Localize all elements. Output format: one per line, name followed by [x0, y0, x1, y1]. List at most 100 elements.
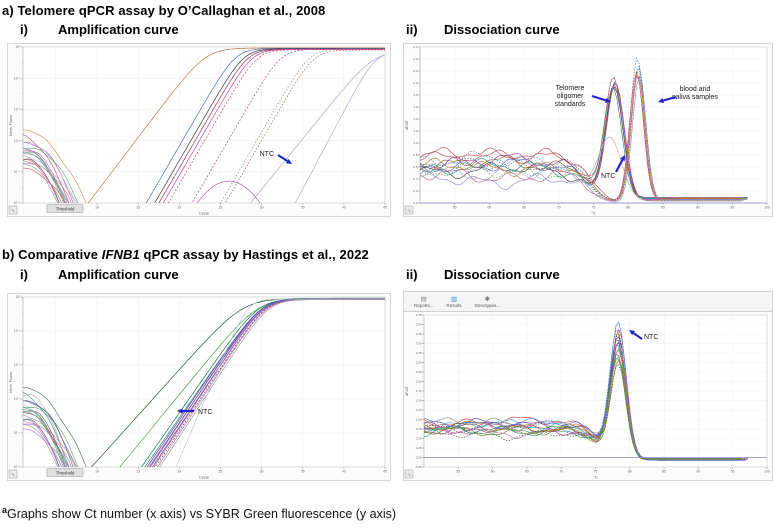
toolbar-button-reports-label: Reports...	[414, 302, 434, 308]
footnote-text: Graphs show Ct number (x axis) vs SYBR G…	[7, 507, 397, 522]
panel-b-i-number: i)	[20, 267, 28, 282]
panel-b-ii-label: Dissociation curve	[444, 267, 560, 282]
threshold-button[interactable]: Threshold	[46, 468, 84, 477]
chart-a-dissociation: 55 60 65 70 75 80 85 90 95 100 0.0 0.2 0.4 0.6 0.8 1.0 1…	[403, 43, 773, 217]
svg-text:40: 40	[342, 469, 346, 473]
panel-b-i-heading: i) Amplification curve	[20, 267, 179, 282]
plot-corner-icon: ∿	[8, 205, 18, 215]
svg-text:10⁻³: 10⁻³	[14, 397, 21, 401]
svg-text:100: 100	[764, 469, 770, 473]
svg-text:0.8: 0.8	[413, 153, 418, 157]
svg-text:Threshold: Threshold	[56, 206, 75, 211]
threshold-button[interactable]: Threshold	[46, 204, 84, 213]
panel-a-ii-heading: ii) Dissociation curve	[406, 22, 560, 37]
svg-text:∿: ∿	[407, 208, 411, 213]
svg-text:1.50: 1.50	[416, 399, 422, 403]
svg-text:55: 55	[453, 205, 457, 209]
ntc-annotation-label: NTC	[198, 409, 212, 416]
svg-text:10⁻⁴: 10⁻⁴	[14, 431, 21, 435]
svg-text:10⁻¹: 10⁻¹	[14, 76, 21, 80]
svg-text:2.00: 2.00	[416, 380, 422, 384]
svg-text:Norm. Fluoro.: Norm. Fluoro.	[9, 371, 13, 393]
svg-text:2.6: 2.6	[413, 45, 418, 49]
figure-footnote: aGraphs show Ct number (x axis) vs SYBR …	[2, 505, 396, 521]
svg-text:3.25: 3.25	[416, 332, 422, 336]
svg-text:35: 35	[301, 205, 305, 209]
standards-annotation-arrow	[591, 94, 611, 103]
chart-toolbar: ▤ Reports... ▥ Results ✱ Genotypes...	[404, 292, 772, 312]
svg-text:95: 95	[730, 205, 734, 209]
svg-text:0.0: 0.0	[413, 201, 418, 205]
svg-text:80: 80	[626, 205, 630, 209]
svg-text:2.25: 2.25	[416, 370, 422, 374]
svg-text:dF/dT: dF/dT	[405, 120, 409, 130]
svg-text:2.4: 2.4	[413, 57, 418, 61]
samples-annotation-label: blood and saliva samples	[672, 86, 718, 101]
svg-text:0.75: 0.75	[416, 427, 422, 431]
series-ntc	[420, 136, 742, 202]
panel-b-ii-number: ii)	[406, 267, 418, 282]
dissociation-plot-a: 55 60 65 70 75 80 85 90 95 100 0.0 0.2 0.4 0.6 0.8 1.0 1…	[404, 44, 772, 216]
toolbar-button-results[interactable]: ▥ Results	[442, 295, 467, 309]
footnote-marker: a	[2, 505, 8, 515]
svg-text:3.50: 3.50	[416, 323, 422, 327]
svg-text:1.6: 1.6	[413, 105, 418, 109]
toolbar-button-genotypes[interactable]: ✱ Genotypes...	[470, 295, 506, 309]
svg-text:55: 55	[456, 469, 460, 473]
series-ntc	[175, 298, 385, 467]
ntc-annotation-arrow	[629, 330, 643, 340]
section-a-title: a) Telomere qPCR assay by O’Callaghan et…	[2, 3, 326, 18]
svg-text:10⁻⁵: 10⁻⁵	[14, 465, 21, 469]
series-ntc	[294, 54, 385, 203]
svg-text:20: 20	[177, 205, 181, 209]
svg-text:0.4: 0.4	[413, 177, 418, 181]
toolbar-button-results-label: Results	[446, 302, 462, 308]
svg-text:0.2: 0.2	[413, 189, 418, 193]
svg-text:3.00: 3.00	[416, 342, 422, 346]
panel-a-i-number: i)	[20, 22, 28, 37]
toolbar-button-reports[interactable]: ▤ Reports...	[409, 295, 439, 309]
standards-annotation-label: Telomere oligomer standards	[555, 85, 586, 108]
svg-text:0.6: 0.6	[413, 165, 418, 169]
svg-text:Norm. Fluoro.: Norm. Fluoro.	[9, 114, 13, 136]
toolbar-button-genotypes-label: Genotypes...	[474, 302, 501, 308]
svg-text:25: 25	[219, 205, 223, 209]
amplification-plot-a: 5101520253035404510⁰10⁻¹10⁻²10⁻³10⁻⁴10⁻⁵…	[8, 44, 390, 216]
section-b-title: b) Comparative IFNB1 qPCR assay by Hasti…	[2, 247, 369, 262]
panel-a-i-heading: i) Amplification curve	[20, 22, 179, 37]
svg-text:15: 15	[136, 469, 140, 473]
svg-text:Threshold: Threshold	[56, 470, 75, 475]
chart-b-dissociation: ▤ Reports... ▥ Results ✱ Genotypes... 55…	[403, 291, 773, 481]
svg-text:10⁻²: 10⁻²	[14, 108, 21, 112]
svg-text:1.2: 1.2	[413, 129, 418, 133]
svg-text:0.25: 0.25	[416, 446, 422, 450]
svg-text:1.75: 1.75	[416, 389, 422, 393]
ntc-annotation-arrow	[615, 155, 625, 173]
section-b-title-gene: IFNB1	[101, 247, 140, 262]
results-icon: ▥	[450, 295, 458, 303]
svg-text:85: 85	[662, 469, 666, 473]
svg-text:2.75: 2.75	[416, 351, 422, 355]
svg-text:1.25: 1.25	[416, 408, 422, 412]
samples-annotation-arrow	[658, 95, 677, 104]
svg-text:10: 10	[95, 469, 99, 473]
svg-text:1.4: 1.4	[413, 117, 418, 121]
dissociation-plot-b: 55 60 65 70 75 80 85 90 95 100 -0.25 0.00 0.25 0.50 0.…	[404, 312, 772, 480]
panel-a-ii-label: Dissociation curve	[444, 22, 560, 37]
svg-text:80: 80	[628, 469, 632, 473]
ntc-annotation-arrow	[177, 408, 194, 414]
svg-text:1.0: 1.0	[413, 141, 418, 145]
svg-text:25: 25	[219, 469, 223, 473]
svg-text:1.8: 1.8	[413, 93, 418, 97]
svg-text:°C: °C	[593, 475, 598, 480]
svg-text:30: 30	[260, 205, 264, 209]
svg-text:95: 95	[731, 469, 735, 473]
svg-text:70: 70	[557, 205, 561, 209]
svg-text:85: 85	[661, 205, 665, 209]
svg-text:40: 40	[342, 205, 346, 209]
svg-text:°C: °C	[591, 211, 596, 216]
svg-text:65: 65	[522, 205, 526, 209]
panel-b-i-label: Amplification curve	[58, 267, 179, 282]
svg-text:-0.25: -0.25	[415, 465, 422, 469]
